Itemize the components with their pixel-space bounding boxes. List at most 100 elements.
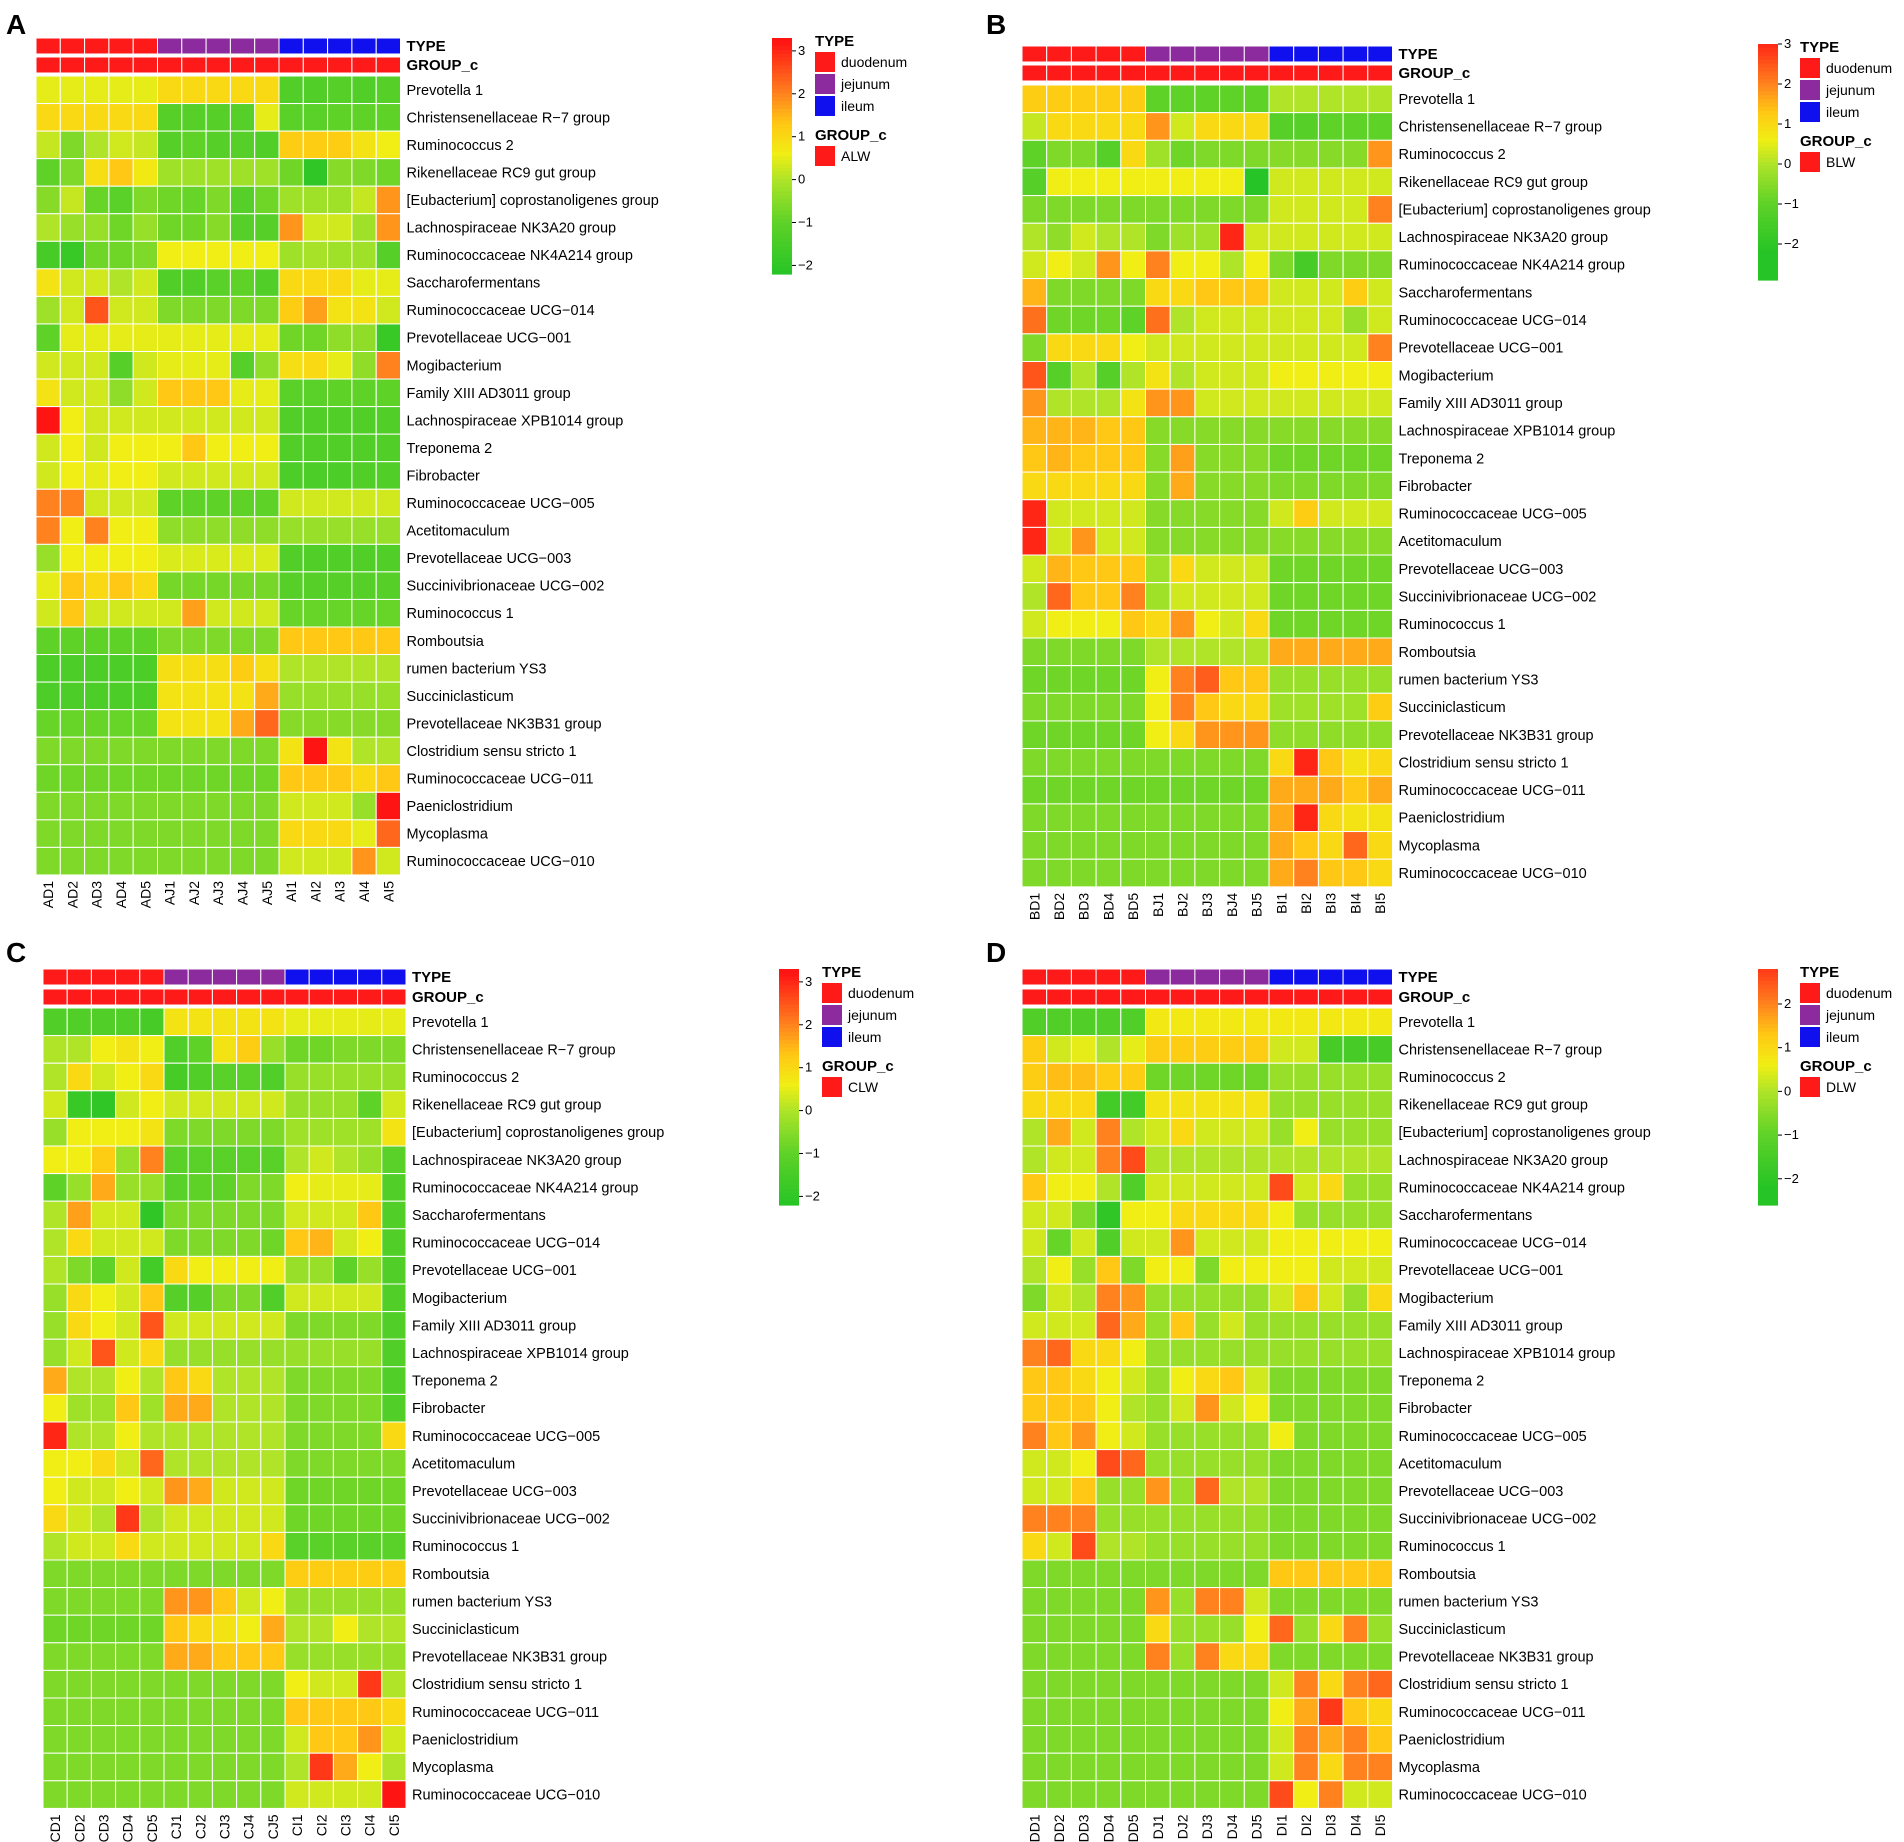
heatmap-cell: [1169, 1614, 1196, 1644]
heatmap-cell: [1293, 858, 1319, 888]
heatmap-cell: [1095, 139, 1122, 169]
color-scale-segment: [772, 152, 792, 157]
heatmap-cell: [1342, 305, 1369, 335]
heatmap-cell: [1367, 499, 1394, 528]
row-label: Ruminococcaceae UCG−011: [1399, 1705, 1586, 1721]
heatmap-cell: [205, 846, 231, 876]
heatmap-cell: [1219, 1449, 1245, 1478]
heatmap-cell: [1367, 1476, 1394, 1506]
heatmap-cell: [1021, 1283, 1048, 1313]
heatmap-cell: [1169, 278, 1196, 307]
heatmap-cell: [1021, 1642, 1048, 1671]
color-scale-segment: [772, 100, 792, 106]
heatmap-cell: [187, 1255, 213, 1285]
heatmap-cell: [108, 791, 134, 821]
heatmap-cell: [163, 1449, 189, 1478]
heatmap-cell: [254, 433, 280, 463]
heatmap-cell: [236, 1145, 262, 1175]
row-label: Ruminococcaceae UCG−010: [1399, 1788, 1587, 1804]
heatmap-cell: [1021, 1504, 1048, 1533]
heatmap-cell: [1046, 388, 1072, 418]
heatmap-cell: [1120, 1007, 1147, 1037]
heatmap-cell: [357, 1697, 383, 1727]
heatmap-cell: [115, 1062, 141, 1092]
heatmap-cell: [1268, 1752, 1295, 1782]
heatmap-cell: [1120, 554, 1147, 584]
heatmap-cell: [308, 1255, 334, 1285]
column-label: BD3: [1076, 893, 1092, 920]
heatmap-cell: [205, 406, 231, 435]
heatmap-cell: [1070, 1780, 1097, 1809]
heatmap-cell: [1268, 1421, 1295, 1451]
heatmap-cell: [181, 709, 207, 738]
heatmap-cell: [1194, 1559, 1221, 1589]
heatmap-cell: [278, 103, 304, 132]
heatmap-cell: [1317, 1697, 1344, 1727]
group-track-cell: [1046, 64, 1072, 82]
row-label: Treponema 2: [407, 441, 493, 457]
heatmap-cell: [308, 1587, 334, 1616]
heatmap-cell: [84, 268, 110, 297]
heatmap-cell: [1243, 1283, 1270, 1313]
heatmap-cell: [1145, 1504, 1171, 1533]
color-scale-segment: [772, 69, 792, 74]
heatmap-cell: [1194, 1697, 1221, 1727]
heatmap-cell: [327, 461, 353, 490]
heatmap-cell: [375, 654, 402, 683]
heatmap-cell: [1046, 775, 1072, 805]
heatmap-cell: [1145, 1338, 1171, 1368]
heatmap-cell: [205, 240, 231, 270]
heatmap-cell: [1194, 1669, 1221, 1699]
heatmap-cell: [90, 1366, 117, 1395]
color-scale-segment: [1758, 1146, 1778, 1151]
heatmap-cell: [1120, 1366, 1147, 1395]
heatmap-cell: [1169, 1393, 1196, 1423]
heatmap-cell: [260, 1338, 286, 1368]
heatmap-cell: [1317, 1311, 1344, 1340]
column-label: AJ2: [186, 881, 202, 905]
heatmap-cell: [1293, 1062, 1319, 1092]
heatmap-cell: [163, 1228, 189, 1257]
heatmap-cell: [1046, 1255, 1072, 1285]
heatmap-cell: [332, 1421, 359, 1451]
heatmap-cell: [84, 846, 110, 876]
type-track-cell: [332, 968, 359, 986]
row-label: Clostridium sensu stricto 1: [407, 744, 577, 760]
heatmap-cell: [157, 626, 183, 656]
heatmap-cell: [181, 654, 207, 683]
heatmap-cell: [1293, 443, 1319, 473]
heatmap-cell: [229, 598, 256, 628]
heatmap-cell: [1367, 1393, 1394, 1423]
heatmap-cell: [90, 1725, 117, 1754]
heatmap-cell: [84, 598, 110, 628]
heatmap-cell: [35, 709, 61, 738]
heatmap-cell: [181, 626, 207, 656]
heatmap-cell: [284, 1449, 310, 1478]
heatmap-cell: [163, 1669, 189, 1699]
heatmap-cell: [1342, 1338, 1369, 1368]
heatmap-cell: [308, 1035, 334, 1064]
heatmap-cell: [1268, 1283, 1295, 1313]
heatmap-cell: [1095, 1090, 1122, 1119]
heatmap-cell: [351, 709, 377, 738]
heatmap-cell: [1021, 1421, 1048, 1451]
heatmap-cell: [211, 1780, 238, 1809]
heatmap-cell: [1194, 1173, 1221, 1202]
heatmap-cell: [1268, 1780, 1295, 1809]
heatmap-cell: [332, 1062, 359, 1092]
heatmap-cell: [205, 488, 231, 518]
heatmap-cell: [1145, 112, 1171, 141]
row-label: Succiniclasticum: [1399, 1622, 1506, 1638]
heatmap-cell: [1367, 1559, 1394, 1589]
heatmap-cell: [1169, 416, 1196, 445]
heatmap-cell: [157, 654, 183, 683]
heatmap-cell: [1046, 1780, 1072, 1809]
heatmap-cell: [1021, 858, 1048, 888]
group-track-cell: [157, 56, 183, 74]
column-label: AD4: [113, 881, 129, 908]
heatmap-cell: [308, 1311, 334, 1340]
scale-tick-label: −1: [798, 215, 813, 230]
heatmap-cell: [163, 1780, 189, 1809]
heatmap-cell: [1194, 1449, 1221, 1478]
row-label: Christensenellaceae R−7 group: [407, 110, 611, 126]
